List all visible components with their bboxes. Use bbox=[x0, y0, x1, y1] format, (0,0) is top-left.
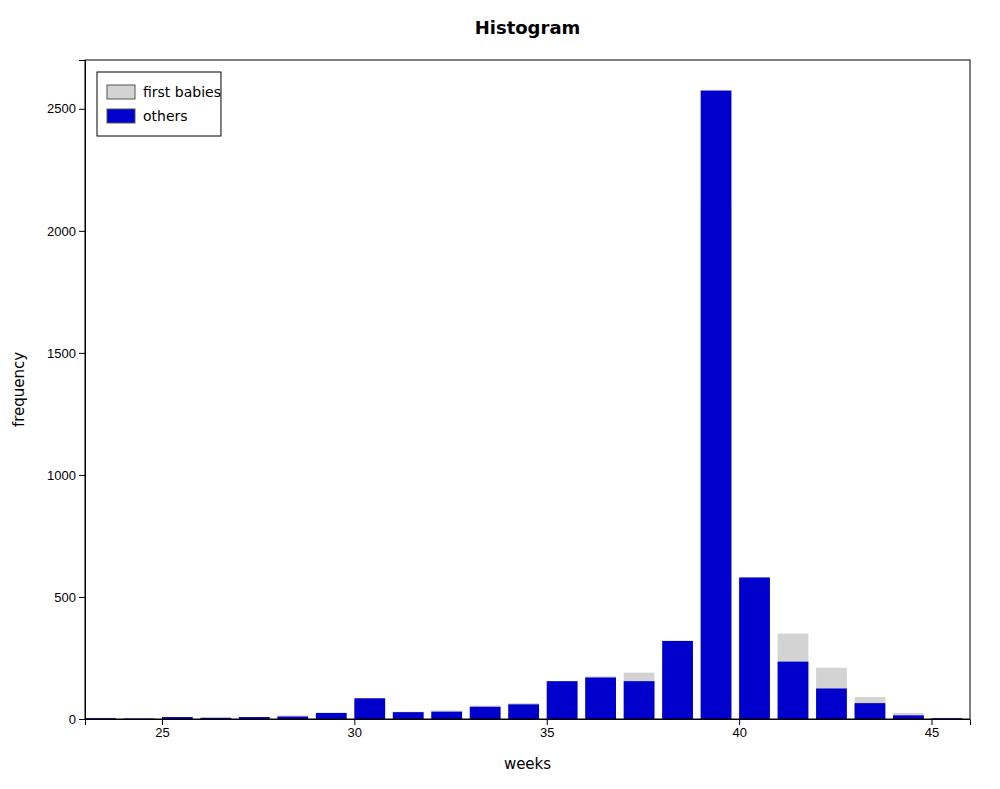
bar bbox=[778, 662, 809, 719]
x-tick: 40 bbox=[732, 719, 746, 740]
x-axis-title: weeks bbox=[504, 755, 551, 773]
legend-label: others bbox=[143, 108, 188, 124]
bar bbox=[624, 673, 655, 719]
y-tick: 1500 bbox=[47, 346, 85, 361]
y-tick-label: 1500 bbox=[47, 346, 76, 361]
legend-label: first babies bbox=[143, 84, 221, 100]
y-tick: 500 bbox=[54, 590, 85, 605]
plot-frame bbox=[85, 60, 970, 719]
bar bbox=[816, 688, 847, 719]
bars bbox=[85, 91, 962, 719]
x-tick-label: 25 bbox=[155, 725, 169, 740]
y-axis-line bbox=[79, 61, 86, 720]
y-tick-mark bbox=[79, 231, 85, 232]
y-axis: 0 500 1000 1500 2000 2500 bbox=[47, 61, 85, 727]
bar bbox=[508, 704, 539, 719]
x-tick-mark bbox=[354, 719, 355, 725]
series bbox=[85, 91, 962, 719]
bar bbox=[662, 641, 693, 719]
y-tick-label: 2000 bbox=[47, 224, 76, 239]
legend-frame bbox=[97, 72, 221, 136]
bar bbox=[893, 713, 924, 719]
bar bbox=[508, 703, 539, 719]
y-tick-label: 0 bbox=[69, 712, 76, 727]
x-tick: 45 bbox=[925, 719, 939, 740]
x-tick: 35 bbox=[540, 719, 554, 740]
legend: first babies others bbox=[97, 72, 221, 136]
bar bbox=[893, 715, 924, 719]
bar bbox=[354, 698, 385, 719]
x-tick-label: 35 bbox=[540, 725, 554, 740]
y-tick-mark bbox=[79, 109, 85, 110]
legend-swatch bbox=[107, 85, 135, 99]
bar bbox=[855, 697, 886, 719]
y-tick: 0 bbox=[69, 712, 85, 727]
x-axis: 25 30 35 40 45 bbox=[86, 719, 971, 740]
x-tick: 25 bbox=[155, 719, 169, 740]
x-tick-mark bbox=[162, 719, 163, 725]
y-tick-label: 1000 bbox=[47, 468, 76, 483]
legend-item: first babies bbox=[107, 84, 221, 100]
bar bbox=[585, 676, 616, 719]
bar bbox=[277, 715, 308, 719]
x-tick-mark bbox=[739, 719, 740, 725]
y-tick: 2500 bbox=[47, 101, 85, 116]
bar bbox=[470, 706, 501, 719]
bar bbox=[431, 712, 462, 719]
plot-area: 25 30 35 40 45 0 500 1000 1500 2000 2500 first babi… bbox=[47, 60, 970, 740]
series bbox=[85, 206, 962, 719]
bar bbox=[316, 713, 347, 719]
x-tick-label: 30 bbox=[348, 725, 362, 740]
bar bbox=[393, 712, 424, 719]
legend-swatch bbox=[107, 109, 135, 123]
bar bbox=[547, 681, 578, 719]
y-tick-label: 500 bbox=[54, 590, 76, 605]
y-tick-mark bbox=[79, 719, 85, 720]
bar bbox=[624, 681, 655, 719]
title: Histogram bbox=[475, 17, 581, 38]
y-tick: 2000 bbox=[47, 224, 85, 239]
x-tick-label: 40 bbox=[732, 725, 746, 740]
x-tick-mark bbox=[932, 719, 933, 725]
bar bbox=[585, 678, 616, 719]
bar bbox=[739, 577, 770, 719]
y-tick-mark bbox=[79, 475, 85, 476]
x-tick-label: 45 bbox=[925, 725, 939, 740]
x-tick: 30 bbox=[348, 719, 362, 740]
y-tick-mark bbox=[79, 353, 85, 354]
bar bbox=[701, 91, 732, 719]
bar bbox=[393, 712, 424, 719]
bar bbox=[778, 634, 809, 719]
bar bbox=[547, 681, 578, 719]
chart: 25 30 35 40 45 0 500 1000 1500 2000 2500 first babi… bbox=[0, 0, 1000, 789]
bar bbox=[855, 703, 886, 719]
y-axis-title: frequency bbox=[10, 352, 28, 427]
y-tick: 1000 bbox=[47, 468, 85, 483]
x-axis-line bbox=[86, 720, 971, 726]
bar bbox=[816, 668, 847, 719]
legend-item: others bbox=[107, 108, 188, 124]
y-tick-label: 2500 bbox=[47, 101, 76, 116]
bar bbox=[431, 710, 462, 719]
x-tick-mark bbox=[547, 719, 548, 725]
bar bbox=[470, 707, 501, 719]
y-tick-mark bbox=[79, 597, 85, 598]
